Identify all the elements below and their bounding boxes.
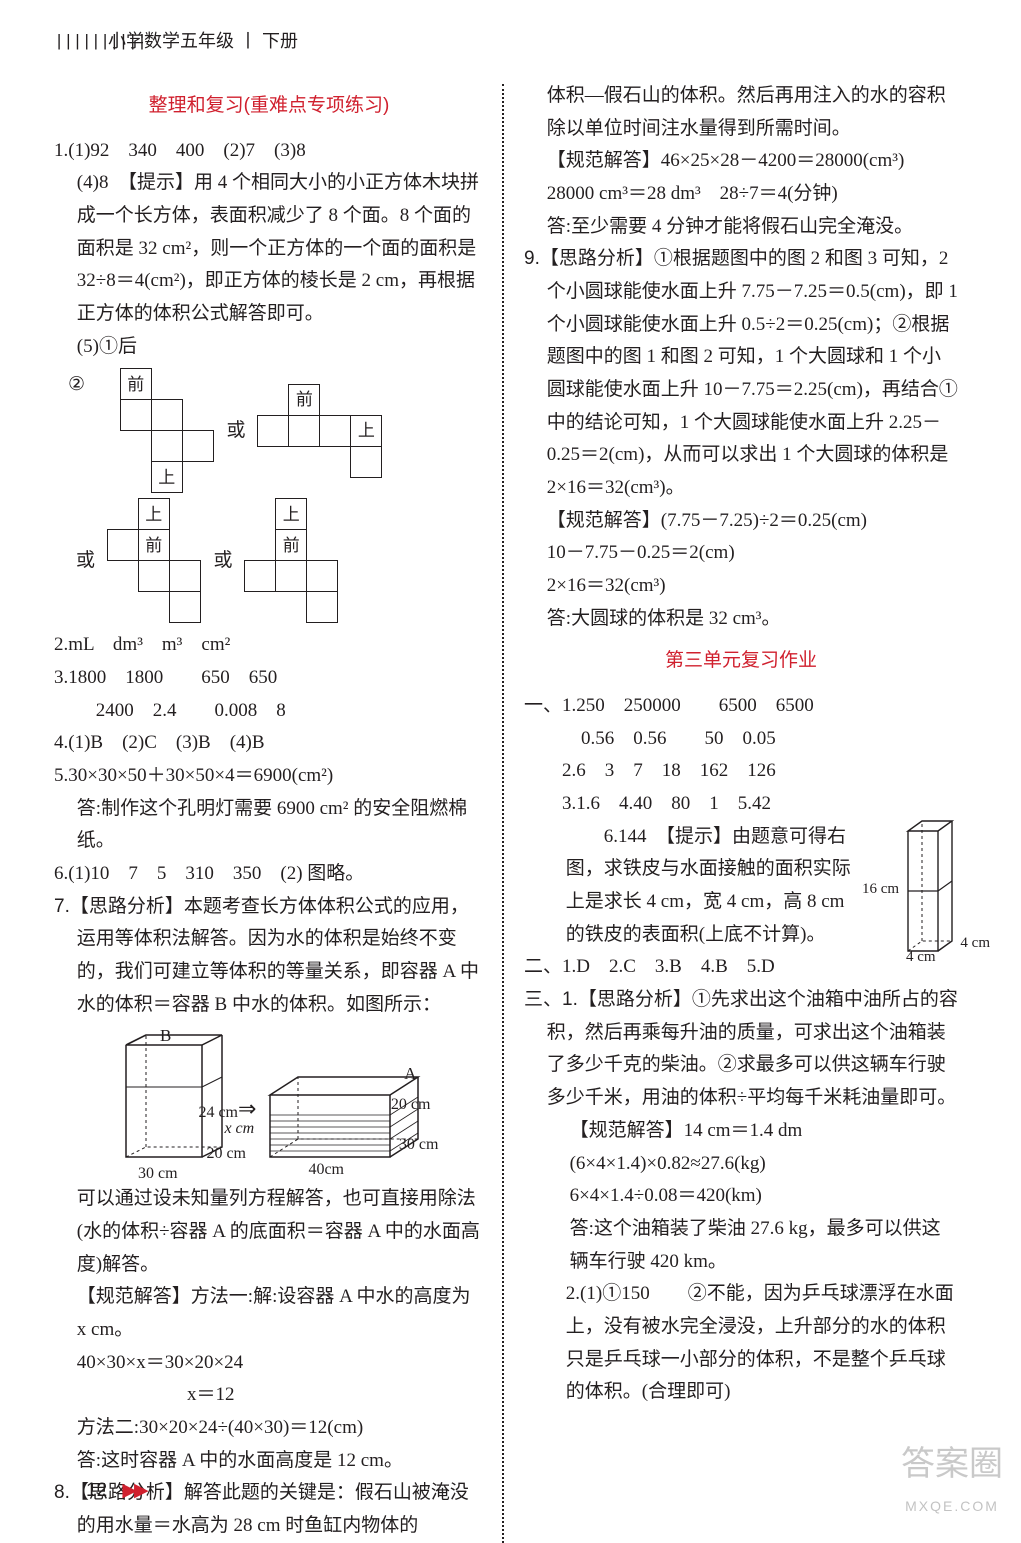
- label: 9.【思路分析】: [524, 248, 654, 269]
- cell: 前: [288, 384, 320, 416]
- q7f: x＝12: [54, 1379, 484, 1412]
- q4: 4.(1)B (2)C (3)B (4)B: [54, 727, 484, 760]
- footer-arrows-icon: ▶▶: [122, 1480, 145, 1501]
- page-number: 12: [86, 1480, 107, 1501]
- q7e: 40×30×x＝30×20×24: [54, 1347, 484, 1380]
- label: 三、1.【思路分析】: [524, 989, 692, 1010]
- q2: 2.mL dm³ m³ cm²: [54, 629, 484, 662]
- r4: 答:至少需要 4 分钟才能将假石山完全淹没。: [524, 211, 958, 244]
- or-label: 或: [227, 415, 246, 448]
- q9e: 答:大圆球的体积是 32 cm³。: [524, 603, 958, 636]
- left-column: 整理和复习(重难点专项练习) 1.(1)92 340 400 (2)7 (3)8…: [54, 74, 502, 1543]
- s1a: 一、1.250 250000 6500 6500: [524, 690, 958, 723]
- q9b: 【规范解答】(7.75－7.25)÷2＝0.25(cm): [524, 505, 958, 538]
- r3: 28000 cm³＝28 dm³ 28÷7＝4(分钟): [524, 178, 958, 211]
- q7c: 可以通过设未知量列方程解答，也可直接用除法(水的体积÷容器 A 的底面积＝容器 …: [54, 1183, 484, 1281]
- s3d: 6×4×1.4÷0.08＝420(km): [524, 1180, 958, 1213]
- q1-1: 1.(1)92 340 400 (2)7 (3)8: [54, 135, 484, 168]
- label-16: 16 cm: [862, 877, 899, 903]
- cube-net-1: 前 上: [90, 369, 214, 493]
- q5a: 5.30×30×50＋30×50×4＝6900(cm²): [54, 760, 484, 793]
- watermark: 答案圈 MXQE.COM: [901, 1435, 1003, 1518]
- label-4b: 4 cm: [960, 931, 990, 957]
- q1-4: (4)8 【提示】用 4 个相同大小的小正方体木块拼成一个长方体，表面积减少了 …: [54, 167, 484, 330]
- page-footer: 12 ▶▶: [86, 1475, 146, 1508]
- container-figure: B 24 cm 20 cm 30 cm ⇒: [104, 1027, 484, 1177]
- cube-net-2: 前 上: [258, 385, 382, 478]
- or-label: 或: [214, 545, 233, 578]
- label-4a: 4 cm: [906, 945, 936, 971]
- cell: 上: [350, 415, 382, 447]
- q3b: 2400 2.4 0.008 8: [54, 695, 484, 728]
- cell: 上: [275, 498, 307, 530]
- q9d: 2×16＝32(cm³): [524, 570, 958, 603]
- s1b: 0.56 0.56 50 0.05: [524, 723, 958, 756]
- cube-nets-row1: ② 前 上 或 前 上: [68, 369, 484, 493]
- q7d: 【规范解答】方法一:解:设容器 A 中水的高度为 x cm。: [54, 1281, 484, 1346]
- or-label: 或: [76, 545, 95, 578]
- section-title: 整理和复习(重难点专项练习): [54, 90, 484, 123]
- q1-5: (5)①后: [54, 331, 484, 364]
- q7: 7.【思路分析】本题考查长方体体积公式的应用，运用等体积法解答。因为水的体积是始…: [54, 891, 484, 1022]
- text: ①根据题图中的图 2 和图 3 可知，2 个小圆球能使水面上升 7.75－7.2…: [547, 248, 958, 498]
- q6: 6.(1)10 7 5 310 350 (2) 图略。: [54, 858, 484, 891]
- label-b: B: [160, 1021, 171, 1050]
- q7h: 答:这时容器 A 中的水面高度是 12 cm。: [54, 1445, 484, 1478]
- label-20: 20 cm: [206, 1140, 246, 1168]
- q3a: 3.1800 1800 650 650: [54, 662, 484, 695]
- cube-net-3: 上 前: [108, 499, 201, 623]
- cube-net-4: 上 前: [245, 499, 338, 623]
- label-40: 40cm: [308, 1156, 344, 1184]
- label-30: 30 cm: [138, 1160, 178, 1188]
- q7g: 方法二:30×20×24÷(40×30)＝12(cm): [54, 1412, 484, 1445]
- label-x: x cm: [224, 1115, 254, 1143]
- r2: 【规范解答】46×25×28－4200＝28000(cm³): [524, 145, 958, 178]
- cell: 前: [275, 529, 307, 561]
- q9c: 10－7.75－0.25＝2(cm): [524, 537, 958, 570]
- section-title-2: 第三单元复习作业: [524, 645, 958, 678]
- label-a: A: [404, 1059, 416, 1088]
- s3c: (6×4×1.4)×0.82≈27.6(kg): [524, 1148, 958, 1181]
- cell: 前: [138, 529, 170, 561]
- cell: 前: [120, 368, 152, 400]
- s3f: 2.(1)①150 ②不能，因为乒乓球漂浮在水面上，没有被水完全浸没，上升部分的…: [524, 1278, 958, 1409]
- page-title: 小学数学五年级 丨 下册: [108, 26, 298, 57]
- q9: 9.【思路分析】①根据题图中的图 2 和图 3 可知，2 个小圆球能使水面上升 …: [524, 243, 958, 504]
- s1e-wrap: 6.144 【提示】由题意可得右图，求铁皮与水面接触的面积实际上是求长 4 cm…: [524, 821, 958, 952]
- s3: 三、1.【思路分析】①先求出这个油箱中油所占的容积，然后再乘每升油的质量，可求出…: [524, 984, 958, 1115]
- watermark-url: MXQE.COM: [901, 1494, 1003, 1518]
- label-30b: 30 cm: [399, 1131, 439, 1159]
- s3e: 答:这个油箱装了柴油 27.6 kg，最多可以供这辆车行驶 420 km。: [524, 1213, 958, 1278]
- r1: 体积—假石山的体积。然后再用注入的水的容积除以单位时间注水量得到所需时间。: [524, 80, 958, 145]
- cell: 上: [151, 461, 183, 493]
- watermark-title: 答案圈: [901, 1435, 1003, 1493]
- right-column: 体积—假石山的体积。然后再用注入的水的容积除以单位时间注水量得到所需时间。 【规…: [506, 74, 958, 1543]
- q5b: 答:制作这个孔明灯需要 6900 cm² 的安全阻燃棉纸。: [54, 793, 484, 858]
- label: 7.【思路分析】: [54, 896, 184, 917]
- circled-2: ②: [68, 374, 85, 395]
- label-20b: 20 cm: [391, 1091, 431, 1119]
- cell: 上: [138, 498, 170, 530]
- iron-box-figure: 16 cm 4 cm 4 cm: [862, 817, 958, 967]
- s3b: 【规范解答】14 cm＝1.4 dm: [524, 1115, 958, 1148]
- content-columns: 整理和复习(重难点专项练习) 1.(1)92 340 400 (2)7 (3)8…: [54, 74, 981, 1543]
- cube-nets-row2: 或 上 前 或 上 前: [68, 499, 484, 623]
- s1c: 2.6 3 7 18 162 126: [524, 755, 958, 788]
